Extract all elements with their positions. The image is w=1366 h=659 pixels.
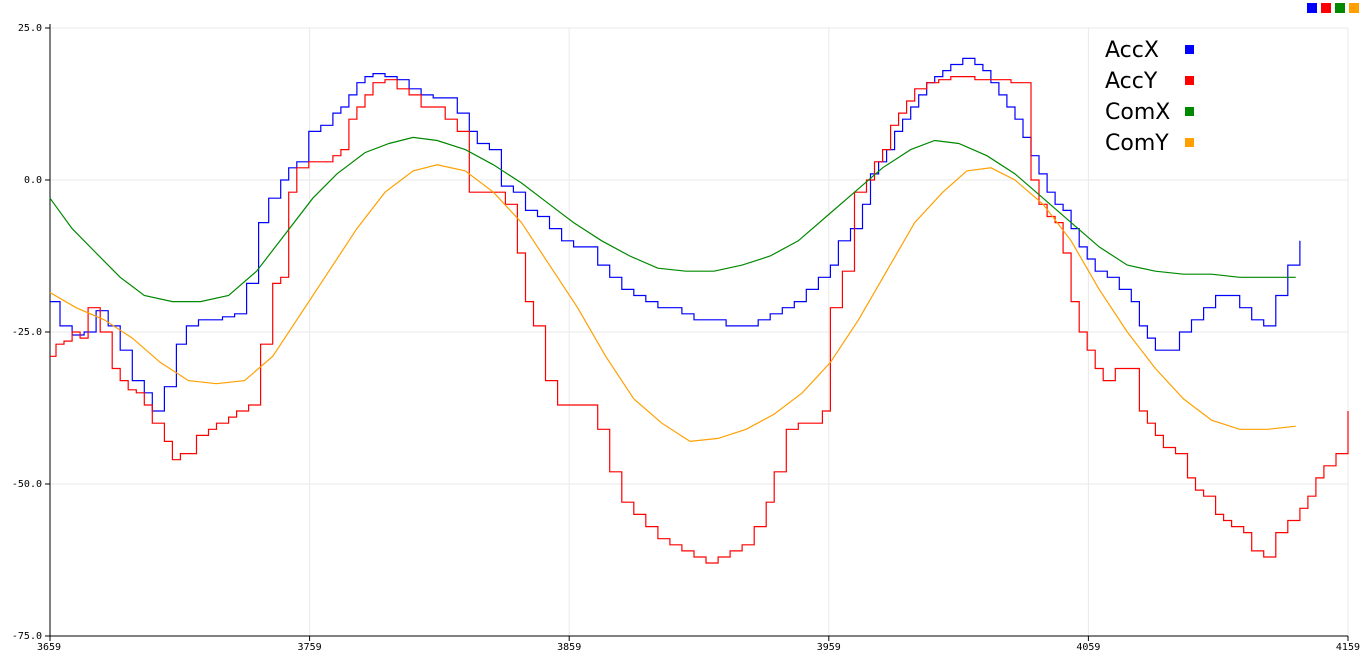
legend-swatch-accy	[1185, 76, 1194, 85]
legend-label-accx: AccX	[1105, 38, 1159, 63]
legend-swatch-comy	[1185, 138, 1194, 147]
blue-series-toggle[interactable]	[1307, 3, 1317, 13]
legend-swatch-comx	[1185, 107, 1194, 116]
x-tick-label: 4059	[1076, 642, 1100, 653]
legend-label-accy: AccY	[1105, 69, 1158, 94]
orange-series-toggle[interactable]	[1349, 3, 1359, 13]
x-tick-label: 3859	[557, 642, 581, 653]
series-color-toggles	[1307, 3, 1359, 13]
series-line-comy	[49, 164, 1296, 443]
series-line-comx	[49, 136, 1296, 303]
y-tick-label: -75.0	[12, 631, 42, 642]
series-layer	[49, 57, 1349, 564]
legend-swatch-accx	[1185, 45, 1194, 54]
series-line-accy	[50, 76, 1349, 564]
y-tick-label: -25.0	[12, 327, 42, 338]
series-line-accx	[50, 57, 1301, 412]
legend-label-comx: ComX	[1105, 100, 1170, 125]
x-tick-label: 4159	[1336, 642, 1360, 653]
legend-label-comy: ComY	[1105, 131, 1169, 156]
x-tick-label: 3759	[298, 642, 322, 653]
red-series-toggle[interactable]	[1321, 3, 1331, 13]
y-tick-label: -50.0	[12, 479, 42, 490]
x-tick-label: 3959	[817, 642, 841, 653]
y-tick-label: 25.0	[18, 23, 42, 34]
green-series-toggle[interactable]	[1335, 3, 1345, 13]
legend: AccX AccY ComX ComY	[1105, 38, 1194, 156]
x-tick-label: 3659	[37, 642, 61, 653]
y-tick-label: 0.0	[24, 175, 42, 186]
